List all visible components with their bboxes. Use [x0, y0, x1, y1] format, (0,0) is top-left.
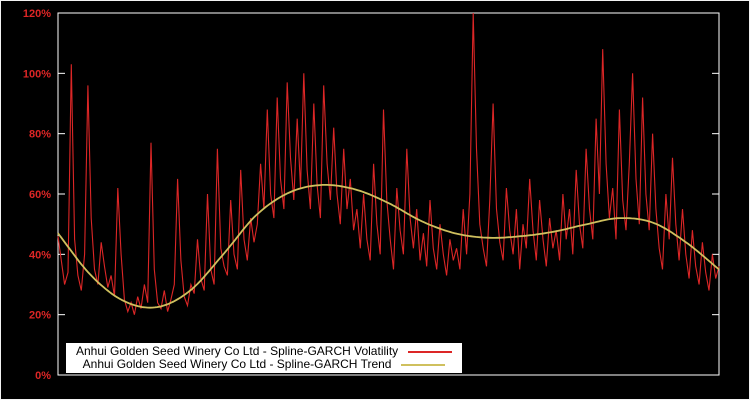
- trend-line-sample: [401, 363, 446, 366]
- y-axis-label: 0%: [35, 370, 51, 382]
- trend-series-line: [57, 183, 720, 309]
- y-axis-label: 20%: [29, 310, 51, 322]
- y-axis-label: 100%: [23, 68, 51, 80]
- legend-item-trend: Anhui Golden Seed Winery Co Ltd - Spline…: [83, 358, 446, 371]
- y-axis-label: 40%: [29, 249, 51, 261]
- legend-item-volatility: Anhui Golden Seed Winery Co Ltd - Spline…: [76, 344, 453, 358]
- plot-border: [57, 12, 720, 376]
- volatility-line-sample: [408, 350, 453, 353]
- y-axis-label: 80%: [29, 129, 51, 141]
- y-axis-label: 60%: [29, 189, 51, 201]
- y-axis-label: 120%: [23, 8, 51, 20]
- legend-label-volatility: Anhui Golden Seed Winery Co Ltd - Spline…: [76, 344, 399, 358]
- chart-legend: Anhui Golden Seed Winery Co Ltd - Spline…: [66, 343, 463, 373]
- legend-label-trend: Anhui Golden Seed Winery Co Ltd - Spline…: [82, 357, 392, 371]
- volatility-series-line: [57, 12, 720, 315]
